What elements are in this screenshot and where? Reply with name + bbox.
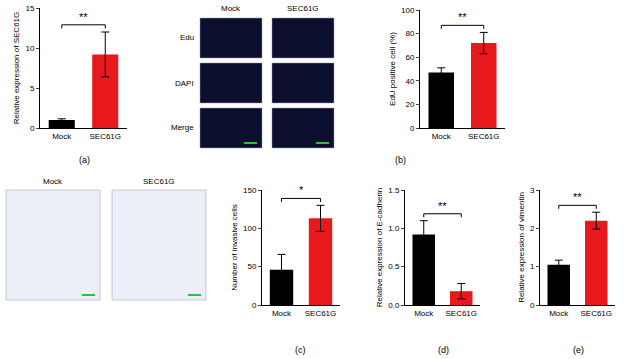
svg-text:0: 0 (410, 124, 415, 133)
svg-text:60: 60 (405, 53, 414, 62)
svg-text:0.0: 0.0 (388, 301, 400, 310)
svg-text:(c): (c) (295, 345, 306, 355)
svg-text:(b): (b) (395, 155, 406, 165)
svg-text:Mock: Mock (414, 309, 434, 318)
svg-text:Merge: Merge (171, 123, 194, 132)
svg-text:(d): (d) (438, 345, 449, 355)
svg-text:0.5: 0.5 (388, 262, 400, 271)
svg-text:Mock: Mock (432, 132, 452, 141)
svg-text:50: 50 (247, 262, 256, 271)
svg-text:Relative expression of SEC61G: Relative expression of SEC61G (12, 12, 21, 125)
svg-text:**: ** (438, 200, 447, 212)
svg-text:Relative expression of E-cadhe: Relative expression of E-cadherin (375, 188, 384, 308)
svg-text:SEC61G: SEC61G (580, 309, 612, 318)
svg-text:**: ** (573, 191, 582, 203)
svg-text:SEC61G: SEC61G (445, 309, 477, 318)
svg-text:Mock: Mock (272, 309, 292, 318)
svg-text:10: 10 (25, 44, 34, 53)
svg-text:Mock: Mock (43, 177, 63, 186)
svg-text:100: 100 (401, 6, 415, 15)
svg-text:3: 3 (530, 186, 535, 195)
svg-text:1: 1 (530, 262, 535, 271)
svg-text:**: ** (458, 11, 467, 23)
svg-text:40: 40 (405, 77, 414, 86)
svg-text:1.0: 1.0 (388, 224, 400, 233)
svg-text:(a): (a) (79, 155, 90, 165)
svg-text:150: 150 (243, 186, 257, 195)
svg-text:80: 80 (405, 29, 414, 38)
svg-text:15: 15 (25, 4, 34, 13)
svg-text:*: * (299, 184, 304, 196)
svg-text:SEC61G: SEC61G (305, 309, 337, 318)
svg-text:Mock: Mock (52, 132, 72, 141)
svg-text:1.5: 1.5 (388, 186, 400, 195)
svg-text:100: 100 (243, 224, 257, 233)
svg-text:Mock: Mock (549, 309, 569, 318)
svg-text:Mock: Mock (221, 4, 241, 13)
svg-text:SEC61G: SEC61G (143, 177, 175, 186)
svg-text:0: 0 (30, 124, 35, 133)
svg-text:2: 2 (530, 224, 535, 233)
svg-text:DAPI: DAPI (175, 79, 194, 88)
svg-text:**: ** (79, 11, 88, 23)
svg-text:(e): (e) (573, 345, 584, 355)
svg-text:SEC61G: SEC61G (89, 132, 121, 141)
svg-text:SEC61G: SEC61G (287, 4, 319, 13)
svg-text:20: 20 (405, 100, 414, 109)
svg-text:5: 5 (30, 84, 35, 93)
svg-text:0: 0 (252, 301, 257, 310)
svg-text:Relative expression of vimenti: Relative expression of vimentin (517, 192, 526, 303)
svg-text:Edu: Edu (180, 33, 194, 42)
svg-text:EdU positive cell (%): EdU positive cell (%) (388, 32, 397, 106)
svg-text:Number of invasive cells: Number of invasive cells (230, 204, 239, 291)
svg-text:SEC61G: SEC61G (468, 132, 500, 141)
svg-text:0: 0 (530, 301, 535, 310)
